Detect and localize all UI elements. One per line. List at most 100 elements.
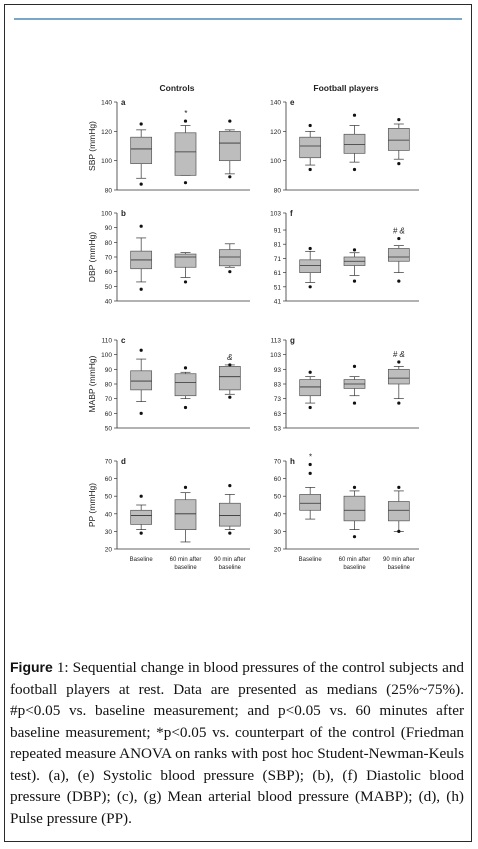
panel-g-box-3-outlier-0	[397, 360, 401, 364]
column-title-controls: Controls	[160, 83, 195, 93]
panel-d-box-3-outlier-0	[228, 484, 232, 488]
panel-e-box-1-outlier-1	[308, 167, 312, 172]
panel-h-category-2-line-0: 90 min after	[383, 557, 415, 563]
panel-g-box-2-outlier-1	[352, 401, 357, 405]
panel-a-ytick-label-3: 140	[101, 100, 112, 107]
panel-f-ytick-label-4: 81	[274, 242, 282, 249]
panel-f-box-3-iqr	[387, 248, 410, 262]
panel-h-ytick-label-5: 70	[274, 459, 282, 466]
panel-b-box-3-iqr	[218, 249, 241, 267]
panel-c-box-3-annotation: &	[227, 353, 232, 362]
panel-d-box-2-outlier-0	[183, 485, 188, 489]
panel-c-box-1-outlier-0	[139, 348, 143, 352]
caption-text: Sequential change in blood pressures of …	[10, 659, 465, 827]
panel-e-box-3-outlier-0	[397, 118, 401, 122]
panel-e-ytick-label-3: 140	[270, 100, 281, 107]
panel-h-box-3-iqr	[387, 501, 410, 522]
panel-a-ytick-label-2: 120	[101, 129, 112, 136]
panel-f-letter: f	[290, 209, 293, 218]
panel-g-box-2-outlier-0	[352, 364, 357, 368]
panel-a-letter: a	[121, 98, 126, 107]
panel-c-ytick-label-1: 60	[105, 411, 113, 418]
panel-c-box-1-iqr	[130, 370, 153, 391]
panel-f-box-3-annotation: # &	[393, 227, 405, 236]
panel-c-box-2-outlier-1	[183, 405, 188, 410]
panel-a-box-2-outlier-0	[183, 119, 188, 123]
panel-d-category-2-line-0: 90 min after	[214, 557, 246, 563]
panel-c-ytick-label-6: 110	[102, 338, 113, 345]
panel-h-letter: h	[290, 457, 295, 466]
panel-e-letter: e	[290, 98, 295, 107]
panel-h-category-2-line-1: baseline	[388, 565, 411, 571]
panel-a-box-3-outlier-0	[228, 119, 232, 123]
panel-e-ytick-label-1: 100	[270, 158, 281, 165]
panel-c-ytick-label-4: 90	[105, 367, 113, 374]
panel-h-box-1-iqr	[299, 494, 322, 511]
panel-b-y-label: DBP (mmHg)	[87, 232, 97, 283]
panel-c-ytick-label-2: 70	[105, 396, 113, 403]
panel-d-letter: d	[121, 457, 126, 466]
panel-g-ytick-label-3: 83	[274, 382, 282, 389]
caption-number: 1:	[56, 659, 69, 676]
panel-h-ytick-label-3: 50	[274, 494, 282, 501]
panel-c-box-3-iqr	[218, 366, 241, 391]
panel-d-box-1-iqr	[130, 509, 153, 525]
column-title-football-players: Football players	[313, 83, 378, 93]
panel-h-category-1-line-1: baseline	[343, 565, 366, 571]
panel-h-box-3-outlier-1	[397, 529, 401, 534]
panel-d-ytick-label-3: 50	[105, 494, 113, 501]
panel-c-ytick-label-3: 80	[105, 382, 113, 389]
panel-b-box-3-outlier-0	[228, 270, 232, 274]
panel-e-box-2-outlier-0	[352, 113, 357, 117]
panel-d-category-1-line-1: baseline	[174, 565, 197, 571]
panel-d-category-2-line-1: baseline	[219, 565, 242, 571]
panel-f-ytick-label-6: 103	[270, 211, 281, 218]
panel-f-box-3-outlier-0	[397, 236, 401, 241]
panel-h-box-2-outlier-1	[352, 535, 357, 539]
panel-a-box-1-outlier-1	[139, 182, 143, 186]
panel-g-ytick-label-2: 73	[274, 396, 282, 403]
panel-b-ytick-label-5: 90	[105, 225, 113, 232]
panel-f-box-1-outlier-0	[308, 246, 312, 251]
panel-a-y-label: SBP (mmHg)	[87, 121, 97, 171]
panel-e-box-1-outlier-0	[308, 123, 312, 128]
panel-d-ytick-label-5: 70	[105, 459, 113, 466]
caption-label: Figure	[10, 659, 53, 675]
panel-g-ytick-label-5: 103	[270, 352, 281, 359]
panel-f-ytick-label-3: 71	[274, 256, 282, 263]
panel-g-ytick-label-0: 53	[274, 426, 282, 433]
panel-b-ytick-label-3: 70	[105, 255, 113, 262]
panel-f-ytick-label-1: 51	[274, 284, 282, 291]
panel-a-box-2-outlier-1	[183, 181, 188, 185]
panel-e-box-3-iqr	[387, 128, 410, 151]
panel-h-ytick-label-0: 20	[274, 547, 282, 554]
panel-a-box-3-outlier-1	[228, 175, 232, 179]
panel-e-box-2-iqr	[343, 133, 366, 154]
panel-e-ytick-label-0: 80	[274, 188, 282, 195]
panel-c-box-3-outlier-0	[228, 363, 232, 367]
panel-g-box-3-iqr	[387, 368, 410, 385]
panel-h-box-1-outlier-0	[308, 471, 312, 475]
panel-c-ytick-label-5: 100	[101, 352, 112, 359]
panel-c-box-3-outlier-1	[228, 395, 232, 399]
figure-caption: Figure 1: Sequential change in blood pre…	[10, 657, 464, 829]
panel-e-box-2-outlier-1	[352, 167, 357, 172]
box-plot-figure: Controls Football players a 80 100 120 140 SB…	[87, 83, 419, 571]
panel-d-box-1-outlier-0	[139, 494, 143, 498]
panel-b-box-1-outlier-0	[139, 224, 143, 228]
accent-rule	[14, 18, 462, 20]
panel-g-box-1-outlier-1	[308, 405, 312, 410]
panel-a-box-3-iqr	[218, 130, 241, 162]
panel-d-ytick-label-2: 40	[105, 511, 113, 518]
panel-h-box-1-outlier-1	[308, 462, 312, 467]
panel-a-box-1-outlier-0	[139, 122, 143, 126]
panel-d-ytick-label-0: 20	[105, 547, 113, 554]
panel-d-y-label: PP (mmHg)	[87, 483, 97, 527]
panel-g-ytick-label-4: 93	[274, 367, 282, 374]
panel-h-category-0-line-0: Baseline	[299, 557, 323, 563]
panel-e-box-3-outlier-1	[397, 162, 401, 166]
panel-b-ytick-label-4: 80	[105, 240, 113, 247]
panel-e-ytick-label-2: 120	[270, 129, 281, 136]
panel-g-ytick-label-6: 113	[271, 338, 282, 345]
panel-f-box-2-outlier-1	[352, 279, 357, 283]
